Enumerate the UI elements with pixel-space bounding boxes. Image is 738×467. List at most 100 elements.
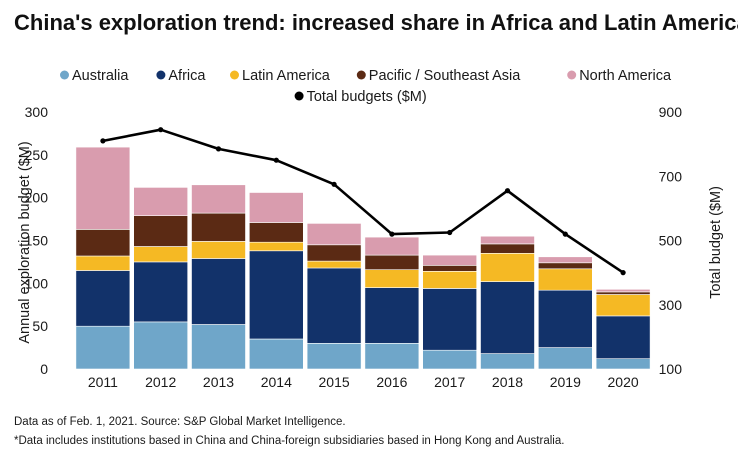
legend-swatch-latin-america	[230, 70, 239, 80]
total-budget-point-2012	[158, 127, 164, 133]
bar-latin-america-2012	[133, 246, 188, 263]
bar-pacific-southeast-asia-2018	[480, 243, 535, 254]
bar-north-america-2018	[480, 235, 535, 245]
bar-north-america-2013	[191, 184, 246, 214]
total-budget-line	[102, 128, 624, 274]
bar-africa-2013	[191, 258, 246, 325]
y2-tick-label: 100	[659, 361, 683, 377]
bar-africa-2016	[364, 287, 420, 344]
bar-australia-2015	[306, 342, 362, 370]
chart-title: China's exploration trend: increased sha…	[14, 10, 738, 35]
source-note: Data as of Feb. 1, 2021. Source: S&P Glo…	[14, 416, 346, 428]
bar-australia-2011	[75, 325, 131, 370]
x-tick-label: 2017	[434, 374, 465, 390]
y-tick-label: 0	[40, 361, 48, 377]
bar-north-america-2014	[249, 192, 304, 223]
bar-latin-america-2020	[595, 294, 651, 317]
legend-swatch-africa	[156, 70, 166, 80]
y-tick-label: 200	[25, 190, 49, 206]
bar-pacific-southeast-asia-2019	[537, 262, 593, 270]
bar-pacific-southeast-asia-2016	[364, 254, 420, 271]
bar-pacific-southeast-asia-2017	[422, 264, 478, 272]
bar-africa-2017	[422, 288, 478, 351]
bar-north-america-2012	[133, 187, 188, 216]
total-budget-point-2016	[389, 231, 395, 237]
legend-label: Australia	[72, 68, 129, 84]
bar-latin-america-2013	[191, 241, 246, 259]
x-tick-label: 2012	[145, 374, 176, 390]
bar-north-america-2020	[595, 288, 651, 293]
total-budget-point-2019	[562, 231, 568, 237]
bar-north-america-2015	[306, 223, 362, 246]
legend-label: Latin America	[242, 68, 331, 84]
y-tick-label: 300	[25, 104, 49, 120]
bar-latin-america-2014	[249, 241, 304, 252]
x-tick-label: 2014	[261, 374, 292, 390]
bar-latin-america-2017	[422, 270, 478, 289]
legend-label: North America	[579, 68, 672, 84]
legend-swatch-pacific-southeast-asia	[356, 70, 366, 80]
footnote: *Data includes institutions based in Chi…	[14, 435, 565, 447]
legend-swatch-total-budgets	[294, 91, 304, 101]
bar-pacific-southeast-asia-2015	[306, 244, 362, 262]
bar-latin-america-2018	[480, 253, 535, 282]
bar-latin-america-2019	[537, 268, 593, 291]
bar-africa-2011	[75, 270, 131, 327]
bar-pacific-southeast-asia-2014	[249, 222, 304, 243]
bar-australia-2020	[595, 358, 651, 370]
total-budget-point-2020	[620, 270, 626, 276]
bar-pacific-southeast-asia-2020	[595, 291, 651, 295]
legend-label: Africa	[168, 68, 206, 84]
bar-australia-2017	[422, 349, 478, 370]
x-tick-label: 2015	[319, 374, 350, 390]
x-tick-label: 2018	[492, 374, 523, 390]
bar-pacific-southeast-asia-2011	[75, 229, 131, 257]
legend-label: Total budgets ($M)	[307, 89, 427, 105]
bar-australia-2016	[364, 342, 420, 370]
y2-tick-label: 900	[659, 104, 683, 120]
y-tick-label: 250	[25, 147, 49, 163]
bar-australia-2018	[480, 353, 535, 370]
legend-label: Pacific / Southeast Asia	[369, 68, 521, 84]
total-budget-point-2017	[447, 229, 453, 236]
bar-pacific-southeast-asia-2013	[191, 212, 246, 242]
x-tick-label: 2019	[550, 374, 581, 390]
legend-swatch-australia	[60, 70, 69, 80]
bar-africa-2012	[133, 261, 188, 323]
y2-tick-label: 700	[659, 168, 683, 184]
y-tick-label: 150	[25, 233, 49, 249]
bar-north-america-2017	[422, 254, 478, 266]
bar-australia-2012	[133, 321, 188, 370]
y2-tick-label: 500	[659, 233, 683, 249]
bar-latin-america-2015	[306, 260, 362, 269]
y2-axis-title: Total budget ($M)	[708, 186, 724, 299]
bar-africa-2015	[306, 267, 362, 344]
y2-tick-label: 300	[659, 297, 683, 313]
bar-australia-2013	[191, 324, 246, 370]
bar-africa-2020	[595, 315, 651, 359]
bar-pacific-southeast-asia-2012	[133, 215, 188, 247]
x-tick-label: 2016	[376, 374, 407, 390]
y-tick-label: 100	[25, 275, 49, 291]
x-tick-label: 2013	[203, 374, 234, 390]
legend-swatch-north-america	[567, 70, 577, 80]
bar-africa-2018	[480, 281, 535, 354]
x-tick-label: 2011	[88, 374, 118, 390]
bar-latin-america-2016	[364, 269, 420, 288]
bar-australia-2014	[249, 338, 304, 370]
bar-africa-2014	[249, 250, 304, 340]
bar-africa-2019	[537, 289, 593, 348]
y-tick-label: 50	[32, 318, 48, 334]
total-budget-point-2018	[504, 188, 511, 194]
total-budget-point-2011	[100, 138, 106, 144]
total-budget-point-2015	[331, 181, 337, 187]
x-tick-label: 2020	[608, 374, 639, 390]
bar-latin-america-2011	[75, 255, 131, 271]
bar-australia-2019	[537, 347, 593, 370]
bar-north-america-2016	[364, 236, 420, 256]
total-budget-point-2014	[273, 157, 279, 163]
bar-north-america-2011	[75, 146, 131, 230]
total-budget-point-2013	[215, 146, 222, 152]
